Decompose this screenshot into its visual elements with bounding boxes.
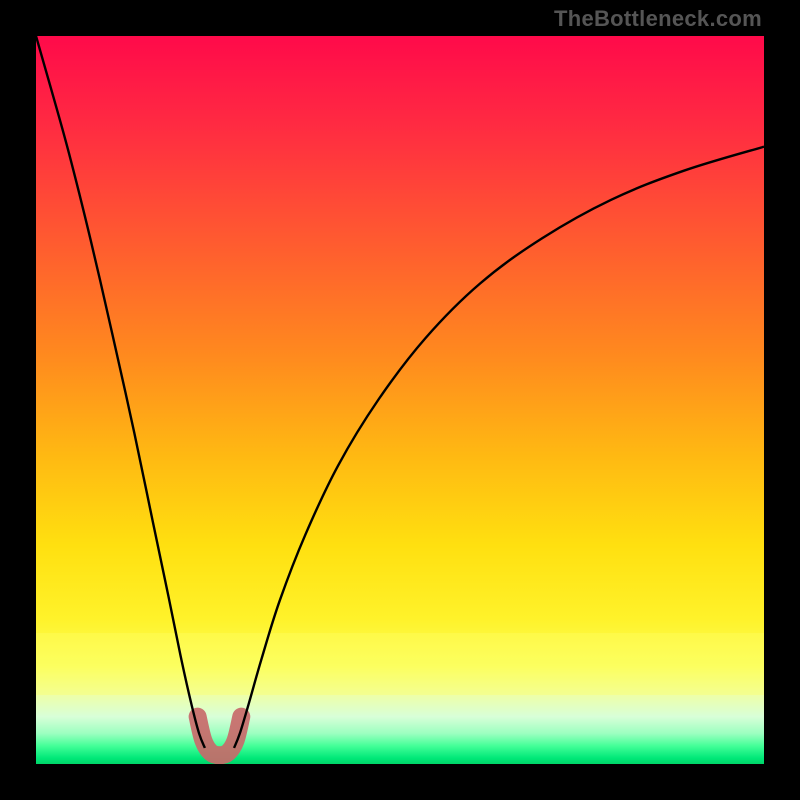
watermark-text: TheBottleneck.com — [554, 6, 762, 32]
curve-layer — [36, 36, 764, 764]
plot-area — [36, 36, 764, 764]
curve-right-branch — [234, 147, 764, 748]
curve-left-branch — [36, 36, 205, 748]
u-shaped-marker — [198, 717, 242, 756]
